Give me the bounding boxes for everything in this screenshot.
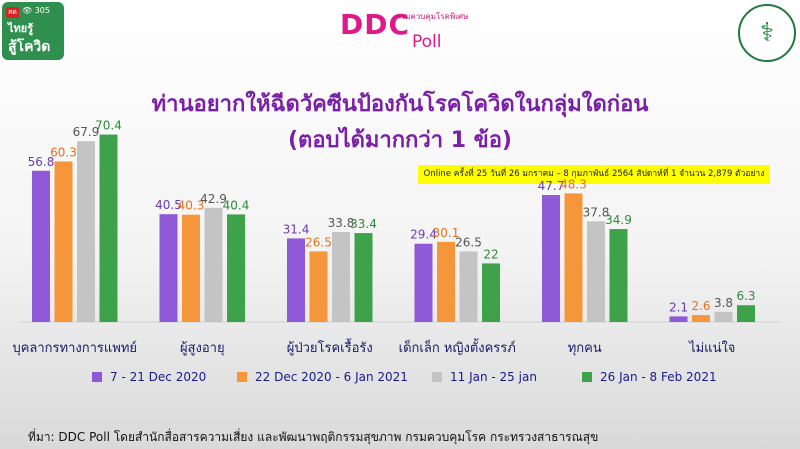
data-label: 31.4 [283, 222, 310, 236]
badge-line-2: สู้โควิด [8, 39, 51, 55]
data-label: 56.8 [28, 155, 55, 169]
data-label: 37.8 [583, 205, 610, 219]
legend-swatch [432, 372, 442, 382]
bar [99, 134, 118, 322]
bar [482, 263, 500, 322]
legend-label: 7 - 21 Dec 2020 [110, 370, 207, 384]
bar [414, 243, 433, 322]
ddc-poll-logo: DDC กรมควบคุมโรคพิเศษ Poll [340, 8, 480, 52]
legend-swatch [237, 372, 247, 382]
bar [669, 316, 688, 322]
chart-subtitle: (ตอบได้มากกว่า 1 ข้อ) [287, 128, 512, 153]
data-label: 3.8 [714, 296, 733, 310]
data-label: 26.5 [455, 235, 482, 249]
data-label: 33.4 [350, 217, 377, 231]
bar [609, 229, 628, 322]
bar [564, 193, 583, 322]
bar [182, 214, 200, 322]
bar [159, 214, 178, 322]
bar [54, 161, 73, 322]
data-label: 6.3 [736, 289, 755, 303]
data-label: 40.4 [223, 198, 250, 212]
source-note: ที่มา: DDC Poll โดยสำนักสื่อสารความเสี่ย… [28, 430, 599, 444]
logo-subtext: กรมควบคุมโรคพิเศษ [396, 12, 469, 21]
data-label: 2.6 [691, 299, 710, 313]
bar [287, 238, 305, 322]
logo-poll: Poll [412, 32, 442, 52]
legend-label: 11 Jan - 25 jan [450, 370, 537, 384]
category-label: เด็กเล็ก หญิงตั้งครรภ์ [399, 338, 516, 356]
data-label: 47.7 [538, 179, 565, 193]
data-label: 34.9 [605, 213, 632, 227]
legend-label: 22 Dec 2020 - 6 Jan 2021 [255, 370, 408, 384]
live-badge: สด [6, 7, 19, 18]
data-label: 30.1 [433, 226, 460, 240]
bar [587, 221, 605, 322]
legend-label: 26 Jan - 8 Feb 2021 [600, 370, 717, 384]
data-label: 48.3 [560, 177, 587, 191]
category-label: ผู้สูงอายุ [180, 341, 225, 356]
legend-item: 22 Dec 2020 - 6 Jan 2021 [237, 370, 408, 384]
bar [737, 305, 755, 322]
bar [204, 207, 223, 322]
badge-line-1: ไทยรู้ [8, 22, 34, 35]
bar [32, 170, 50, 322]
legend-swatch [92, 372, 102, 382]
bar [227, 214, 245, 322]
data-label: 29.4 [410, 228, 437, 242]
bar [692, 315, 710, 322]
logo-ddc: DDC [340, 8, 411, 41]
bar [354, 233, 373, 322]
data-label: 42.9 [200, 192, 227, 206]
data-label: 33.8 [328, 216, 355, 230]
data-label: 67.9 [73, 125, 100, 139]
bar [77, 141, 95, 322]
bar [309, 251, 328, 322]
channel-badge: สด 👁 305 ไทยรู้ สู้โควิด [2, 2, 64, 60]
data-label: 40.3 [178, 199, 205, 213]
data-label: 60.3 [50, 145, 77, 159]
ministry-seal-icon: ⚕ [738, 4, 796, 62]
bar [332, 232, 350, 322]
legend-item: 26 Jan - 8 Feb 2021 [582, 370, 717, 384]
category-label: ไม่แน่ใจ [688, 340, 735, 356]
survey-note: Online ครั้งที่ 25 วันที่ 26 มกราคม – 8 … [418, 165, 770, 184]
category-label: ทุกคน [568, 341, 602, 356]
legend-swatch [582, 372, 592, 382]
category-label: ผู้ป่วยโรคเรื้อรัง [287, 338, 373, 356]
data-label: 40.5 [155, 198, 182, 212]
legend-item: 11 Jan - 25 jan [432, 370, 537, 384]
bar [714, 311, 733, 322]
bar [437, 241, 455, 322]
bar [459, 251, 478, 322]
view-count: 👁 305 [22, 6, 50, 15]
category-label: บุคลากรทางการแพทย์ [12, 340, 137, 356]
chart-title: ท่านอยากให้ฉีดวัคซีนป้องกันโรคโควิดในกลุ… [151, 92, 649, 117]
legend-item: 7 - 21 Dec 2020 [92, 370, 206, 384]
data-label: 26.5 [305, 235, 332, 249]
data-label: 22 [483, 247, 498, 261]
data-label: 70.4 [95, 119, 122, 133]
data-label: 2.1 [669, 300, 688, 314]
bar [542, 194, 560, 322]
